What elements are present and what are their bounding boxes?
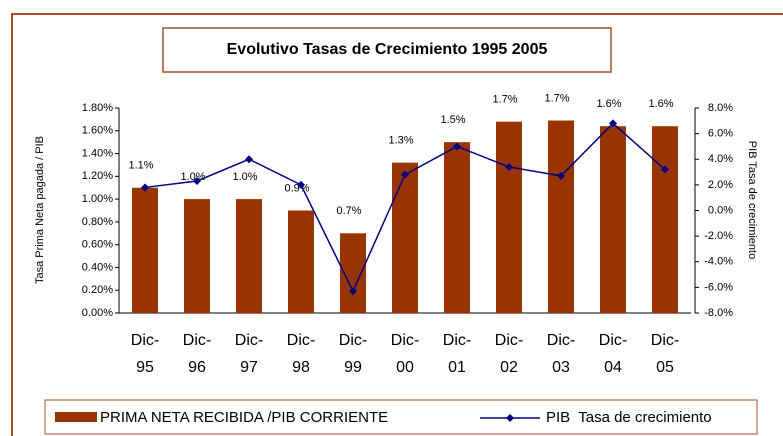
y2-tick-label: -2.0% (704, 230, 733, 242)
data-label: 1.6% (648, 98, 673, 110)
y-tick-label: 1.20% (82, 170, 113, 182)
data-label: 0.7% (336, 205, 361, 217)
y-tick-label: 1.00% (82, 193, 113, 205)
marker (297, 180, 305, 189)
y-tick-label: 1.80% (82, 102, 113, 114)
bar (548, 120, 574, 314)
bar (444, 142, 470, 313)
data-label: 1.1% (128, 160, 153, 172)
y-tick-label: 1.40% (82, 147, 113, 159)
marker (505, 162, 513, 171)
data-label: 0.9% (284, 182, 309, 194)
data-label: 1.0% (232, 171, 257, 183)
x-tick-label: Dic-01 (443, 332, 471, 376)
bar (600, 126, 626, 313)
marker (349, 287, 357, 296)
y2-axis-label: PIB Tasa de crecimiento (746, 141, 758, 259)
marker (557, 171, 565, 180)
x-tick-label: Dic-05 (651, 332, 679, 376)
y2-tick-label: 6.0% (708, 128, 733, 140)
marker (453, 142, 461, 151)
y2-tick-label: -8.0% (704, 307, 733, 319)
y-axis-label: Tasa Prima Neta pagada / PIB (34, 136, 46, 284)
bar (288, 210, 314, 313)
y-tick-label: 0.80% (82, 216, 113, 228)
y2-tick-label: 2.0% (708, 179, 733, 191)
x-tick-label: Dic-04 (599, 332, 627, 376)
y-tick-label: 0.60% (82, 239, 113, 251)
bar (184, 199, 210, 313)
legend-marker (506, 414, 514, 422)
x-tick-label: Dic-98 (287, 332, 315, 376)
bar (652, 126, 678, 313)
x-tick-label: Dic-02 (495, 332, 523, 376)
marker (193, 177, 201, 186)
x-tick-label: Dic-99 (339, 332, 367, 376)
frame (11, 13, 783, 436)
data-label: 1.5% (440, 114, 465, 126)
legend-label: PIB Tasa de crecimiento (546, 409, 712, 426)
y-tick-label: 0.40% (82, 261, 113, 273)
bar (392, 162, 418, 313)
legend-box (44, 399, 758, 435)
data-label: 1.7% (544, 92, 569, 104)
y2-tick-label: -4.0% (704, 256, 733, 268)
legend-swatch (55, 412, 97, 422)
y2-tick-label: 8.0% (708, 102, 733, 114)
bar (132, 187, 158, 313)
marker (609, 119, 617, 128)
x-tick-label: Dic-96 (183, 332, 211, 376)
x-tick-label: Dic-00 (391, 332, 419, 376)
x-tick-label: Dic-95 (131, 332, 159, 376)
marker (401, 170, 409, 179)
x-tick-label: Dic-97 (235, 332, 263, 376)
y2-tick-label: 4.0% (708, 153, 733, 165)
y2-tick-label: 0.0% (708, 204, 733, 216)
bar (496, 121, 522, 314)
bar (236, 199, 262, 313)
legend-label: PRIMA NETA RECIBIDA /PIB CORRIENTE (100, 409, 388, 426)
x-tick-label: Dic-03 (547, 332, 575, 376)
marker (245, 155, 253, 164)
marker (661, 165, 669, 174)
marker (141, 183, 149, 192)
y-tick-label: 1.60% (82, 125, 113, 137)
title-box (162, 27, 612, 73)
data-label: 1.7% (492, 94, 517, 106)
data-label: 1.6% (596, 98, 621, 110)
y-tick-label: 0.20% (82, 284, 113, 296)
chart-title: Evolutivo Tasas de Crecimiento 1995 2005 (227, 41, 548, 58)
y-tick-label: 0.00% (82, 307, 113, 319)
data-label: 1.3% (388, 135, 413, 147)
y2-tick-label: -6.0% (704, 281, 733, 293)
